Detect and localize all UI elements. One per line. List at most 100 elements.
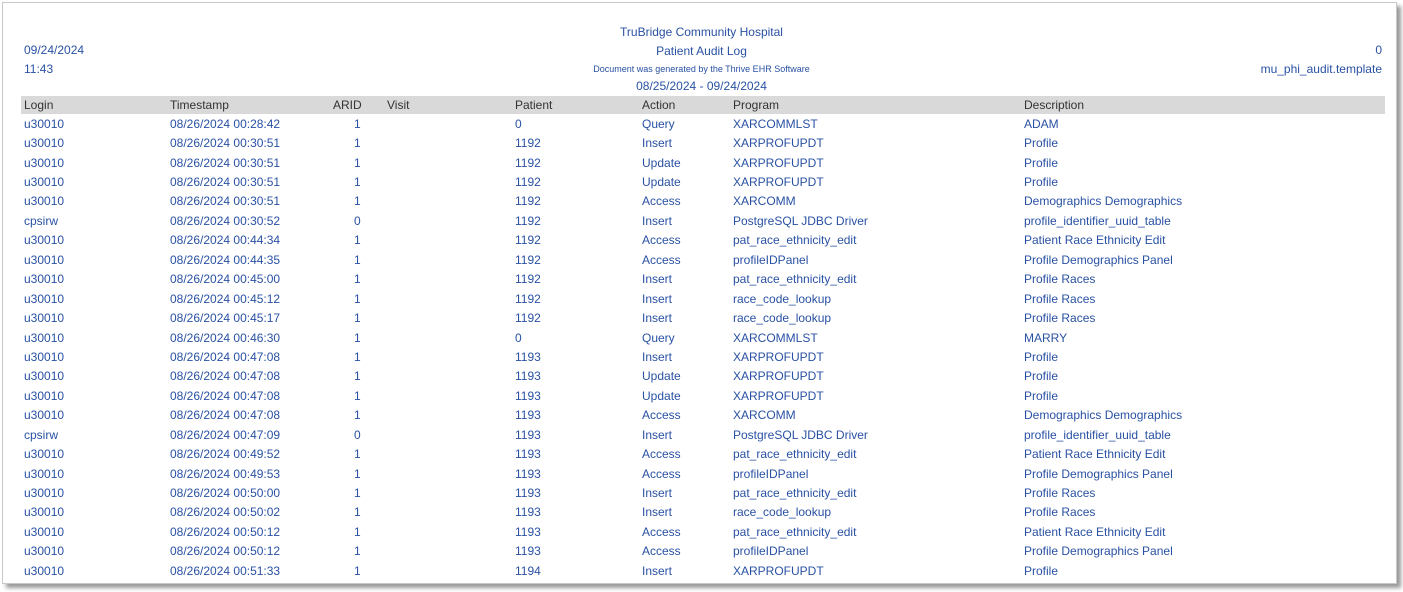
table-row: u30010 08/26/2024 00:46:30 1 0 Query XARCOMML… [21, 328, 1385, 347]
table-row: u30010 08/26/2024 00:50:00 1 1193 Insert pat_… [21, 483, 1385, 502]
table-row: cpsirw 08/26/2024 00:47:09 0 1193 Insert Post… [21, 425, 1385, 444]
cell-arid: 1 [354, 136, 361, 151]
cell-program: XARPROFUPDT [733, 175, 824, 190]
cell-patient: 1192 [515, 252, 541, 267]
cell-patient: 1193 [515, 505, 541, 520]
table-row: u30010 08/26/2024 00:47:08 1 1193 Update XARP… [21, 386, 1385, 405]
cell-arid: 1 [354, 116, 361, 131]
cell-program: PostgreSQL JDBC Driver [733, 213, 868, 228]
column-header-description: Description [1021, 96, 1385, 114]
cell-patient: 1192 [515, 311, 541, 326]
cell-description: Profile Demographics Panel [1024, 544, 1173, 559]
table-row: u30010 08/26/2024 00:30:51 1 1192 Update XARP… [21, 153, 1385, 172]
cell-arid: 1 [354, 311, 361, 326]
cell-action: Query [642, 116, 675, 131]
cell-action: Insert [642, 291, 673, 306]
column-header-timestamp: Timestamp [167, 96, 330, 114]
cell-patient: 0 [515, 116, 522, 131]
cell-description: Patient Race Ethnicity Edit [1024, 447, 1166, 462]
table-row: u30010 08/26/2024 00:28:42 1 0 Query XARCOMML… [21, 114, 1385, 133]
cell-arid: 1 [354, 252, 361, 267]
cell-visit [384, 172, 512, 191]
cell-description: Profile Races [1024, 505, 1096, 520]
page-number: 0 [1375, 43, 1382, 57]
table-row: u30010 08/26/2024 00:50:12 1 1193 Access prof… [21, 542, 1385, 561]
cell-patient: 1193 [515, 447, 541, 462]
cell-timestamp: 08/26/2024 00:50:00 [170, 486, 281, 501]
cell-arid: 1 [354, 330, 361, 345]
cell-action: Update [642, 175, 681, 190]
cell-arid: 1 [354, 408, 361, 423]
table-row: u30010 08/26/2024 00:50:02 1 1193 Insert race… [21, 503, 1385, 522]
cell-timestamp: 08/26/2024 00:46:30 [170, 330, 281, 345]
cell-action: Access [642, 194, 681, 209]
cell-visit [384, 328, 512, 347]
cell-patient: 1192 [515, 155, 541, 170]
cell-patient: 1193 [515, 369, 541, 384]
cell-program: pat_race_ethnicity_edit [733, 486, 857, 501]
cell-login: u30010 [24, 175, 65, 190]
cell-description: Profile Demographics Panel [1024, 466, 1173, 481]
cell-program: XARPROFUPDT [733, 136, 824, 151]
cell-timestamp: 08/26/2024 00:50:12 [170, 544, 281, 559]
cell-patient: 1193 [515, 486, 541, 501]
cell-program: XARPROFUPDT [733, 369, 824, 384]
cell-patient: 1193 [515, 349, 541, 364]
cell-timestamp: 08/26/2024 00:50:12 [170, 524, 281, 539]
cell-description: Profile [1024, 563, 1059, 578]
cell-visit [384, 425, 512, 444]
cell-arid: 1 [354, 466, 361, 481]
cell-action: Insert [642, 486, 673, 501]
cell-visit [384, 483, 512, 502]
cell-action: Insert [642, 505, 673, 520]
cell-visit [384, 367, 512, 386]
cell-timestamp: 08/26/2024 00:30:51 [170, 155, 281, 170]
cell-visit [384, 133, 512, 152]
cell-patient: 1194 [515, 563, 541, 578]
cell-program: pat_race_ethnicity_edit [733, 524, 857, 539]
cell-patient: 1193 [515, 544, 541, 559]
cell-action: Insert [642, 349, 673, 364]
cell-login: u30010 [24, 544, 65, 559]
cell-login: u30010 [24, 194, 65, 209]
column-header-action: Action [639, 96, 730, 114]
table-row: u30010 08/26/2024 00:47:08 1 1193 Update XARP… [21, 367, 1385, 386]
cell-description: Profile Races [1024, 486, 1096, 501]
cell-arid: 1 [354, 155, 361, 170]
cell-visit [384, 347, 512, 366]
cell-login: u30010 [24, 486, 65, 501]
cell-action: Access [642, 447, 681, 462]
cell-description: Patient Race Ethnicity Edit [1024, 524, 1166, 539]
cell-visit [384, 231, 512, 250]
cell-login: u30010 [24, 136, 65, 151]
cell-login: u30010 [24, 116, 65, 131]
cell-action: Access [642, 466, 681, 481]
cell-program: pat_race_ethnicity_edit [733, 233, 857, 248]
column-header-program: Program [730, 96, 1021, 114]
table-row: u30010 08/26/2024 00:30:51 1 1192 Access XARC… [21, 192, 1385, 211]
cell-description: Profile [1024, 369, 1059, 384]
cell-program: XARPROFUPDT [733, 388, 824, 403]
cell-arid: 1 [354, 486, 361, 501]
table-row: u30010 08/26/2024 00:47:08 1 1193 Access XARC… [21, 406, 1385, 425]
cell-program: PostgreSQL JDBC Driver [733, 427, 868, 442]
cell-description: Profile Races [1024, 291, 1096, 306]
cell-visit [384, 114, 512, 133]
cell-description: Patient Race Ethnicity Edit [1024, 233, 1166, 248]
cell-visit [384, 270, 512, 289]
cell-action: Insert [642, 311, 673, 326]
cell-patient: 1192 [515, 136, 541, 151]
cell-login: u30010 [24, 330, 65, 345]
cell-timestamp: 08/26/2024 00:50:02 [170, 505, 281, 520]
cell-action: Access [642, 233, 681, 248]
cell-arid: 1 [354, 369, 361, 384]
date-range: 08/25/2024 - 09/24/2024 [636, 79, 767, 93]
cell-arid: 1 [354, 563, 361, 578]
cell-program: XARCOMM [733, 194, 796, 209]
cell-arid: 1 [354, 233, 361, 248]
cell-login: u30010 [24, 252, 65, 267]
template-name: mu_phi_audit.template [1260, 62, 1382, 76]
cell-patient: 1192 [515, 175, 541, 190]
cell-login: u30010 [24, 369, 65, 384]
cell-arid: 1 [354, 272, 361, 287]
